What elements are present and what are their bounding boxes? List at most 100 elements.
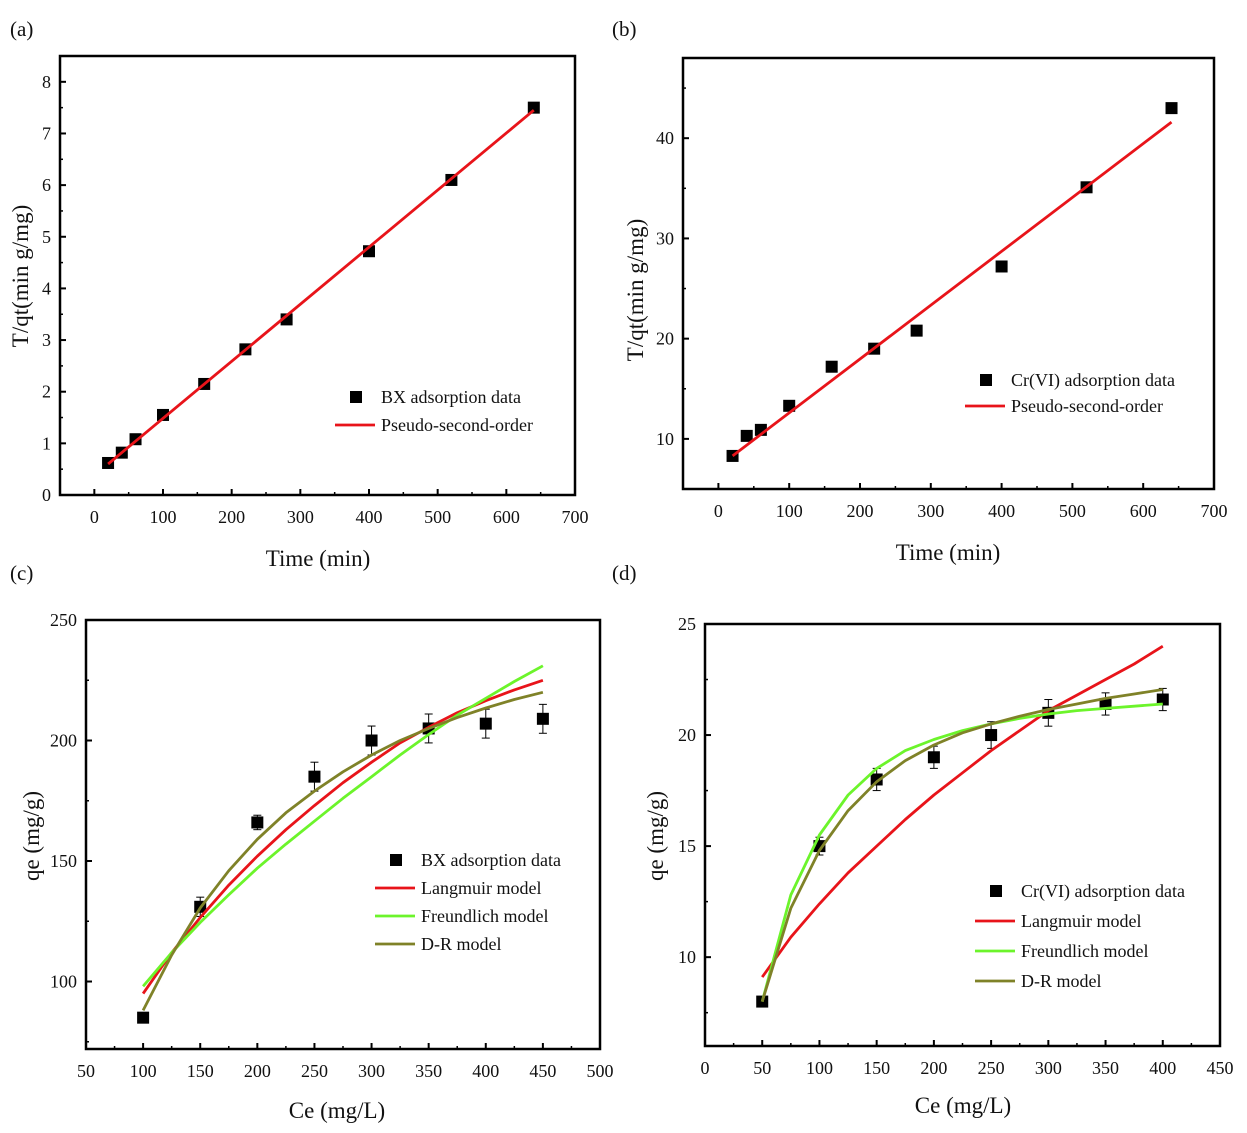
x-tick-label: 300: [917, 501, 944, 521]
data-point: [870, 773, 883, 786]
data-point: [479, 717, 492, 730]
x-tick-label: 200: [244, 1061, 271, 1081]
series-line: [731, 120, 1173, 458]
x-axis-label: Time (min): [266, 546, 371, 571]
legend-entry: Langmuir model: [1021, 911, 1141, 931]
panel-label: (d): [612, 561, 637, 585]
y-tick-label: 250: [50, 610, 77, 630]
legend-entry: Freundlich model: [1021, 941, 1148, 961]
panel-label: (a): [10, 17, 33, 41]
legend-entry: Freundlich model: [421, 906, 548, 926]
data-point: [783, 399, 796, 412]
y-tick-label: 10: [678, 947, 696, 967]
x-tick-label: 200: [218, 507, 245, 527]
x-tick-label: 350: [1092, 1058, 1119, 1078]
data-point: [927, 751, 940, 764]
legend-marker-swatch: [990, 885, 1002, 897]
legend-marker-swatch: [390, 854, 402, 866]
legend-entry: D-R model: [421, 934, 502, 954]
data-point: [251, 816, 264, 829]
x-tick-label: 250: [978, 1058, 1005, 1078]
x-tick-label: 0: [714, 501, 723, 521]
data-point: [536, 712, 549, 725]
y-tick-label: 100: [50, 972, 77, 992]
y-tick-label: 15: [678, 836, 696, 856]
y-axis-label: T/qt(min g/mg): [8, 205, 33, 347]
legend-marker-swatch: [980, 374, 992, 386]
legend-entry: Cr(VI) adsorption data: [1011, 370, 1175, 391]
y-tick-label: 1: [42, 433, 51, 453]
x-tick-label: 100: [130, 1061, 157, 1081]
series-line: [760, 688, 1164, 1003]
x-tick-label: 350: [415, 1061, 442, 1081]
plot-frame: [84, 618, 602, 1051]
y-tick-label: 20: [656, 329, 674, 349]
x-tick-label: 0: [90, 507, 99, 527]
x-tick-label: 300: [287, 507, 314, 527]
x-tick-label: 400: [988, 501, 1015, 521]
y-axis-label: qe (mg/g): [643, 791, 668, 881]
y-tick-label: 3: [42, 330, 51, 350]
y-tick-label: 6: [42, 175, 51, 195]
x-tick-label: 500: [587, 1061, 614, 1081]
data-point: [740, 429, 753, 442]
x-axis-label: Ce (mg/L): [289, 1098, 385, 1123]
x-tick-label: 50: [77, 1061, 95, 1081]
y-axis-label: T/qt(min g/mg): [623, 219, 648, 361]
data-point: [137, 1011, 150, 1024]
x-tick-label: 300: [1035, 1058, 1062, 1078]
x-tick-label: 500: [1059, 501, 1086, 521]
series-line: [141, 690, 544, 1012]
panel-label: (c): [10, 561, 33, 585]
x-tick-label: 450: [1207, 1058, 1234, 1078]
legend-entry: Cr(VI) adsorption data: [1021, 881, 1185, 902]
y-tick-label: 2: [42, 382, 51, 402]
panel-label: (b): [612, 17, 637, 41]
x-tick-label: 600: [1130, 501, 1157, 521]
series-line: [761, 645, 1164, 978]
data-point: [910, 324, 923, 337]
data-point: [1165, 102, 1178, 115]
x-tick-label: 450: [529, 1061, 556, 1081]
series-line: [107, 109, 535, 466]
x-axis-label: Time (min): [896, 540, 1001, 565]
data-point: [157, 408, 169, 421]
x-tick-label: 700: [562, 507, 589, 527]
chart-panel-c: (c) 50 100 150 200 250 300 350 400 450 500 100 150 20…: [10, 561, 614, 1123]
y-tick-label: 150: [50, 851, 77, 871]
x-tick-label: 100: [776, 501, 803, 521]
x-tick-label: 100: [150, 507, 177, 527]
chart-panel-d: (d) 0 50 100 150 200 250 300 350 400 450 10 15 20 25 Ce…: [612, 561, 1234, 1118]
legend-entry: D-R model: [1021, 971, 1102, 991]
x-tick-label: 150: [187, 1061, 214, 1081]
plot-frame: [703, 622, 1222, 1048]
x-tick-label: 250: [301, 1061, 328, 1081]
data-point: [825, 360, 838, 373]
chart-panel-a: (a) 0 100 200 300 400 500 600 700 0 1 2 3 4 5 6 7 8 Time (…: [8, 17, 589, 571]
y-tick-label: 30: [656, 228, 674, 248]
data-point: [527, 101, 540, 114]
x-tick-label: 200: [920, 1058, 947, 1078]
plot-frame: [58, 54, 577, 497]
y-axis-label: qe (mg/g): [19, 791, 44, 881]
y-tick-label: 25: [678, 614, 696, 634]
plot-frame: [681, 56, 1216, 491]
x-axis-label: Ce (mg/L): [915, 1093, 1011, 1118]
x-tick-label: 400: [1149, 1058, 1176, 1078]
legend-entry: BX adsorption data: [381, 387, 521, 407]
data-point: [1156, 693, 1169, 706]
y-tick-label: 200: [50, 731, 77, 751]
legend-entry: Langmuir model: [421, 878, 541, 898]
x-tick-label: 700: [1201, 501, 1228, 521]
data-point: [995, 260, 1008, 273]
x-tick-label: 600: [493, 507, 520, 527]
x-tick-label: 200: [847, 501, 874, 521]
x-tick-label: 100: [806, 1058, 833, 1078]
y-tick-label: 4: [42, 278, 51, 298]
y-tick-label: 40: [656, 128, 674, 148]
x-tick-label: 300: [358, 1061, 385, 1081]
y-tick-label: 10: [656, 429, 674, 449]
legend-entry: BX adsorption data: [421, 850, 561, 870]
x-tick-label: 0: [701, 1058, 710, 1078]
